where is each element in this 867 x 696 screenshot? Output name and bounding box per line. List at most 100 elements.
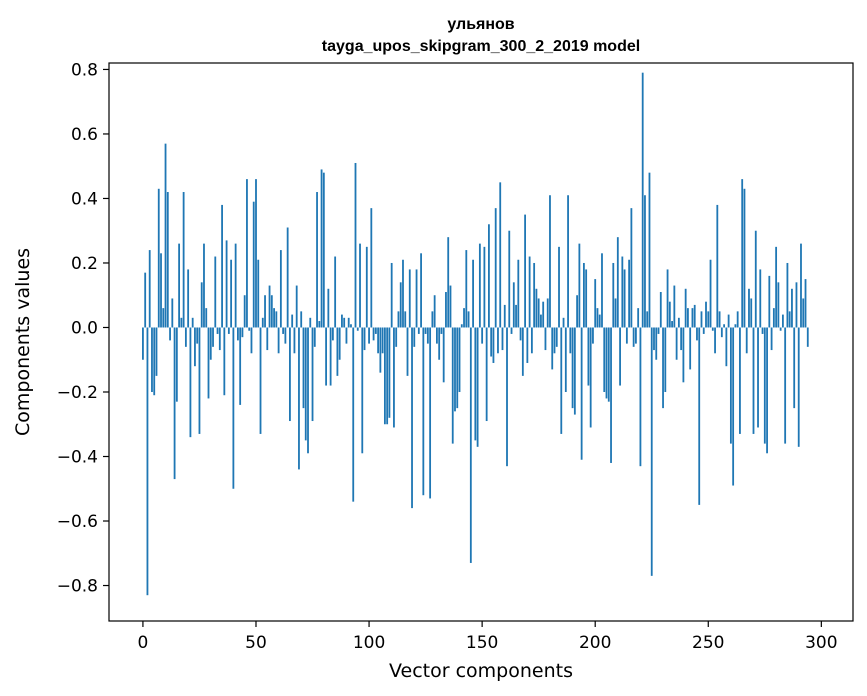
bar [182,192,185,328]
bar [675,327,678,360]
bar [243,295,246,328]
bar [569,327,572,354]
bar [503,304,506,328]
bar [797,327,800,447]
bar [300,311,303,328]
y-tick-label: 0.6 [71,125,98,145]
bar [546,298,549,328]
bar [155,327,158,376]
bar [741,179,744,328]
y-tick-label: −0.6 [57,512,98,532]
bar [469,327,472,563]
bar [705,301,707,328]
bar [641,72,644,328]
bar [415,269,418,328]
bar [768,275,771,328]
bar [429,327,432,499]
bar [454,327,456,412]
bar [169,327,171,341]
bar [277,327,280,354]
bar [478,243,481,328]
plot-area-frame [108,62,854,622]
bar [338,327,341,360]
bar [644,195,646,328]
bar [530,327,533,354]
bar [227,327,230,334]
bar [494,208,497,328]
bar [680,327,683,351]
bar [445,292,447,328]
bar [325,327,327,386]
bar [752,327,755,434]
bar [800,243,802,328]
bar [754,230,757,328]
bar [521,327,524,376]
bar [372,327,375,341]
bar [655,327,658,360]
bar [625,327,628,344]
bar [246,179,248,328]
bar [383,327,386,425]
bar [630,208,633,328]
bar [275,311,278,328]
bar [623,269,626,328]
bar [320,169,323,328]
bar [286,227,289,328]
bar [316,192,318,328]
bar [743,188,746,328]
bar [442,327,445,383]
bar [779,327,782,331]
bar [610,327,612,463]
bar [198,327,201,434]
x-tick-label: 50 [245,633,267,653]
bar [576,295,579,328]
bar [802,298,805,328]
bar [519,327,522,341]
bar [458,327,461,392]
y-tick-label: −0.2 [57,383,98,403]
bar [230,259,233,328]
bar [241,327,244,338]
bar [420,253,422,328]
y-tick-label: 0.2 [71,254,98,274]
bar [804,279,807,328]
bar [492,327,495,363]
bar [431,311,434,328]
x-axis-ticks: 0 50 100 150 200 250 300 [138,621,838,653]
bar [218,327,221,351]
bar [438,327,441,360]
bar [772,308,775,328]
y-tick-label: −0.8 [57,577,98,597]
bar [795,282,798,328]
bar [293,327,296,354]
bar [216,327,219,334]
bar [650,327,653,576]
bar [689,327,692,370]
bar [806,327,809,347]
y-axis-ticks: −0.8 −0.6 −0.4 −0.2 0.0 0.2 0.4 0.6 0.8 [57,60,109,597]
bar [664,327,667,392]
bar [361,327,364,454]
bar [178,243,181,328]
bar [490,327,493,357]
bar [720,327,723,338]
bars-group [142,72,809,596]
bar [334,256,337,328]
bar [748,288,750,328]
bar [399,282,402,328]
bar [729,327,732,444]
bar [770,327,773,351]
bar [483,246,486,328]
x-tick-label: 250 [692,633,724,653]
bar [322,172,325,328]
bar [463,308,465,328]
bar [212,327,214,347]
bar [209,327,212,360]
bar [696,327,698,341]
bar [750,298,753,328]
bar [447,237,450,328]
bar [162,308,165,328]
bar [214,256,217,328]
bar [144,272,147,328]
